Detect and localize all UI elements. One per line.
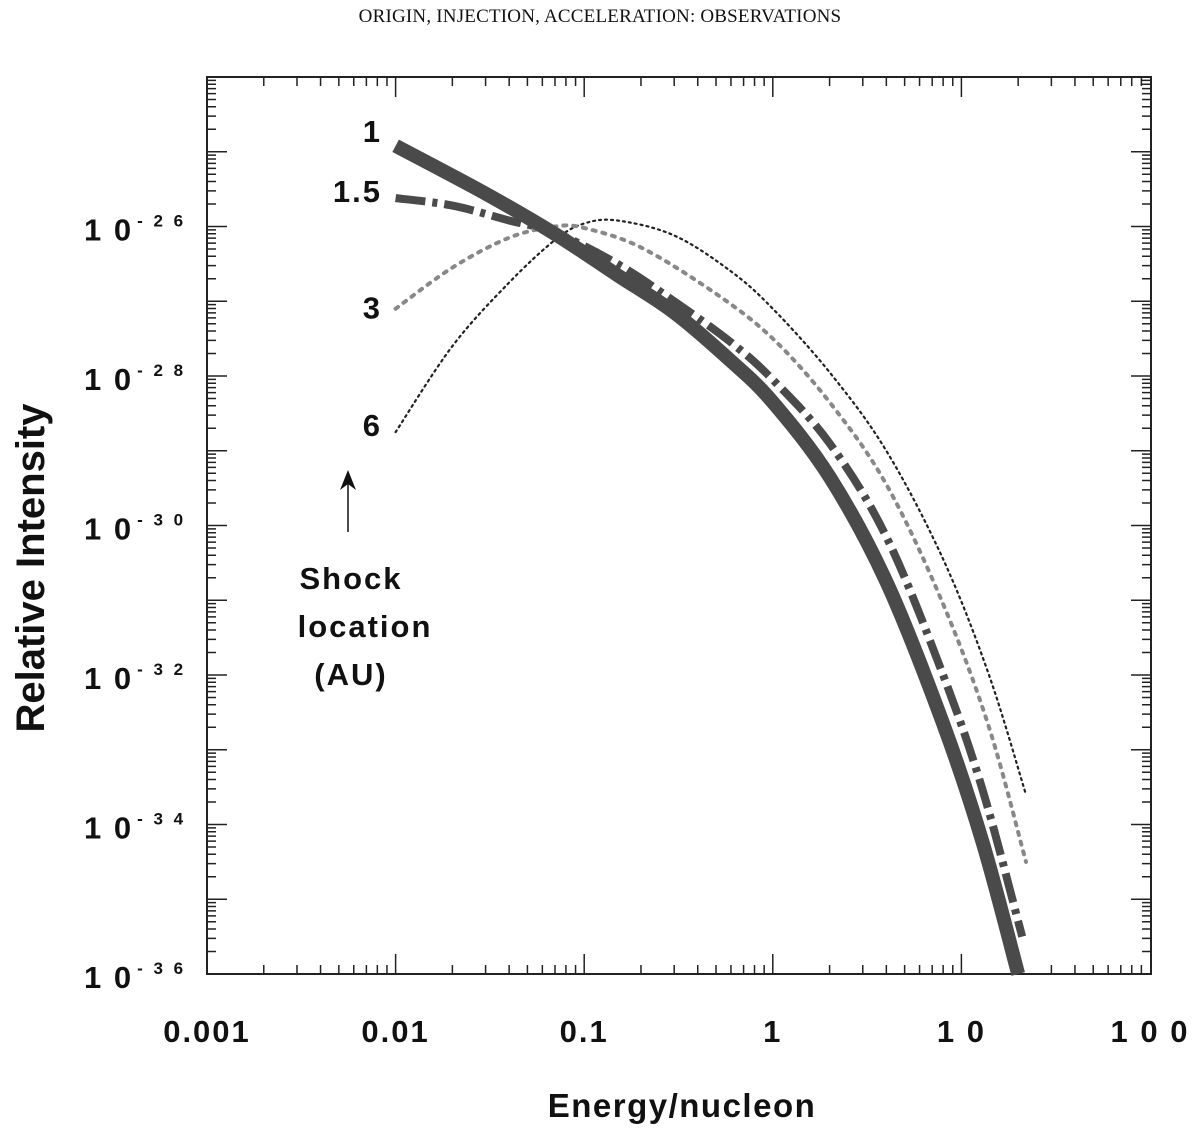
y-tick-base: 1 0 xyxy=(84,362,133,397)
x-tick-label: 1 0 xyxy=(937,1014,986,1049)
y-tick-labels: 1 0- 2 61 0- 2 81 0- 3 01 0- 3 21 0- 3 4… xyxy=(84,212,186,996)
y-tick-exponent: - 3 6 xyxy=(137,959,186,978)
y-tick-exponent: - 2 6 xyxy=(137,212,186,231)
minor-ticks xyxy=(206,77,1151,975)
y-tick-base: 1 0 xyxy=(84,661,133,696)
series-label-6: 6 xyxy=(363,408,382,443)
series-layer xyxy=(392,139,1028,976)
x-tick-labels: 0.001 0.01 0.1 1 1 0 1 0 0 xyxy=(163,1014,1190,1049)
annotation-arrow-head xyxy=(340,470,356,490)
annotation-line-1: Shock xyxy=(299,561,402,596)
series-labels: 1 1.5 3 6 xyxy=(333,114,382,443)
y-tick-base: 1 0 xyxy=(84,811,133,846)
y-tick-label: 1 0- 3 0 xyxy=(84,511,186,547)
y-tick-base: 1 0 xyxy=(84,213,133,248)
y-tick-label: 1 0- 2 6 xyxy=(84,212,186,248)
annotation-line-3: (AU) xyxy=(314,657,387,692)
series-label-1: 1 xyxy=(363,114,382,149)
x-tick-label: 0.001 xyxy=(163,1014,251,1049)
y-tick-base: 1 0 xyxy=(84,960,133,995)
x-tick-label: 1 xyxy=(763,1014,782,1049)
x-tick-label: 1 0 0 xyxy=(1111,1014,1190,1049)
y-tick-exponent: - 3 0 xyxy=(137,511,186,530)
y-tick-base: 1 0 xyxy=(84,512,133,547)
y-tick-label: 1 0- 3 2 xyxy=(84,660,186,696)
series-line-6-au xyxy=(394,218,1028,796)
x-tick-label: 0.01 xyxy=(361,1014,429,1049)
x-tick-label: 0.1 xyxy=(560,1014,609,1049)
y-tick-exponent: - 3 4 xyxy=(137,810,186,829)
annotation-line-2: location xyxy=(298,609,433,644)
series-label-1-5: 1.5 xyxy=(333,174,382,209)
series-line-1-5-au xyxy=(395,194,1027,938)
y-tick-exponent: - 3 2 xyxy=(137,660,186,679)
series-label-3: 3 xyxy=(363,291,382,326)
y-axis-title: Relative Intensity xyxy=(9,403,53,733)
y-tick-label: 1 0- 2 8 xyxy=(84,361,186,397)
running-header: ORIGIN, INJECTION, ACCELERATION: OBSERVA… xyxy=(358,6,842,27)
series-line-3-au xyxy=(393,223,1028,864)
x-axis-title: Energy/nucleon xyxy=(548,1087,817,1124)
series-line-1-au xyxy=(392,139,1025,976)
axis-ticks xyxy=(206,77,1151,975)
y-tick-label: 1 0- 3 6 xyxy=(84,959,186,995)
y-tick-label: 1 0- 3 4 xyxy=(84,810,186,846)
y-tick-exponent: - 2 8 xyxy=(137,361,186,380)
